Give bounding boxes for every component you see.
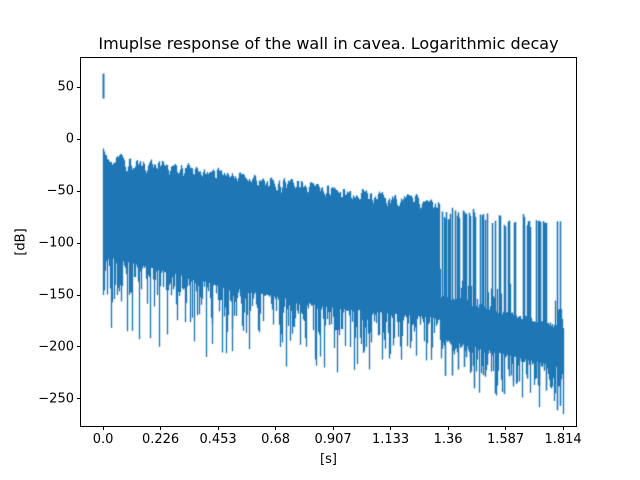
y-tick-label: 50 (57, 79, 74, 95)
y-tick-mark (77, 138, 81, 140)
y-tick-mark (77, 294, 81, 296)
x-tick-label: 1.587 (486, 432, 525, 447)
chart-title: Imuplse response of the wall in cavea. L… (98, 34, 559, 53)
y-tick-mark (77, 242, 81, 244)
x-tick-label: 0.68 (261, 432, 291, 447)
x-tick-label: 0.226 (141, 432, 180, 447)
y-tick-label: −100 (38, 235, 74, 251)
x-tick-mark (505, 426, 507, 430)
x-tick-label: 1.814 (544, 432, 582, 447)
x-tick-label: 0.453 (199, 432, 237, 447)
x-tick-mark (562, 426, 564, 430)
x-tick-label: 1.133 (371, 432, 410, 447)
y-tick-mark (77, 398, 81, 400)
x-tick-mark (275, 426, 277, 430)
y-axis-label: [dB] (13, 228, 29, 256)
y-tick-mark (77, 190, 81, 192)
y-tick-mark (77, 346, 81, 348)
x-tick-mark (390, 426, 392, 430)
x-tick-mark (332, 426, 334, 430)
y-tick-label: −150 (38, 287, 74, 303)
x-axis-label: [s] (320, 452, 337, 467)
x-tick-mark (447, 426, 449, 430)
y-tick-label: 0 (65, 131, 74, 147)
x-tick-label: 0.0 (92, 432, 114, 447)
y-tick-label: −250 (38, 391, 74, 407)
x-tick-label: 1.36 (433, 432, 463, 447)
y-tick-label: −200 (38, 339, 74, 355)
x-tick-label: 0.907 (314, 432, 352, 447)
x-tick-mark (160, 426, 162, 430)
x-tick-mark (102, 426, 104, 430)
waveform-plot-area (81, 58, 576, 426)
x-tick-mark (217, 426, 219, 430)
y-tick-mark (77, 86, 81, 88)
y-tick-label: −50 (46, 183, 74, 199)
